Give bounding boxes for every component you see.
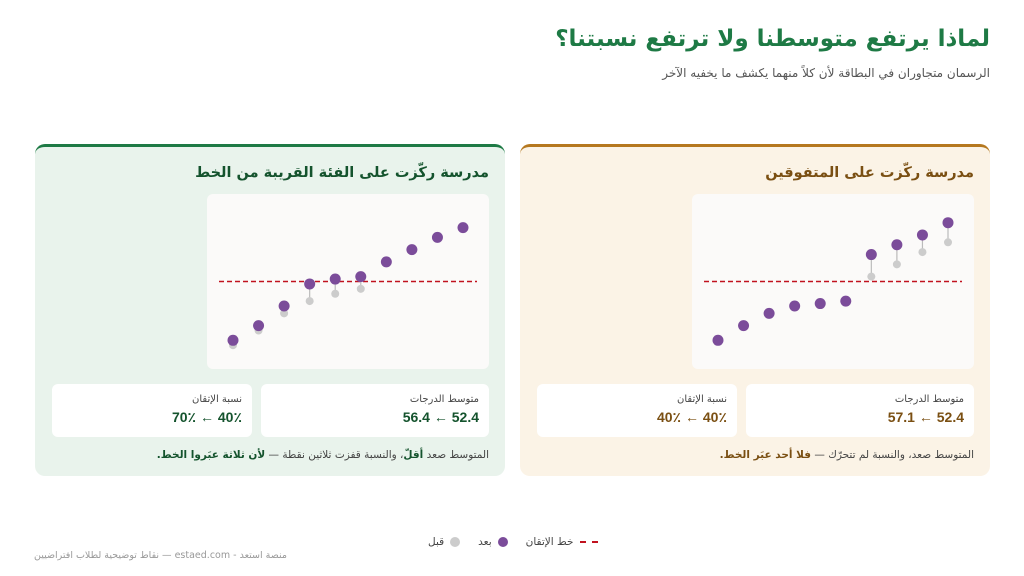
page-title: لماذا يرتفع متوسطنا ولا ترتفع نسبتنا؟	[555, 26, 990, 52]
after-point	[814, 298, 826, 310]
stat-mastery-value: 40٪ ← 70٪	[171, 409, 242, 425]
after-point	[253, 320, 265, 332]
stat-mastery: نسبة الإتقان 40٪ ← 40٪	[537, 384, 737, 437]
before-point	[356, 284, 365, 293]
after-point	[227, 334, 239, 346]
note-emphasis: أقلّ	[403, 449, 424, 461]
stat-mastery: نسبة الإتقان 40٪ ← 70٪	[52, 384, 252, 437]
after-point	[380, 256, 392, 268]
before-point	[331, 289, 340, 298]
after-point	[431, 231, 443, 243]
after-point	[278, 300, 290, 312]
after-point	[840, 295, 852, 307]
legend-item-after: بعد	[478, 536, 508, 548]
after-point	[406, 244, 418, 256]
dashed-line-icon	[579, 541, 598, 543]
before-dot-icon	[450, 537, 461, 547]
legend-label-after: بعد	[478, 536, 492, 548]
after-point	[355, 271, 367, 283]
after-dot-icon	[497, 537, 508, 547]
stat-mean: متوسط الدرجات 52.4 ← 56.4	[261, 384, 489, 437]
chart-svg	[219, 222, 477, 350]
after-point	[304, 278, 316, 290]
stat-mean-label: متوسط الدرجات	[409, 394, 479, 405]
after-point	[763, 307, 775, 319]
note-text: المتوسط صعد	[423, 449, 489, 461]
after-point	[916, 229, 928, 241]
footer-credit: منصة استعد - estaed.com — نقاط توضيحية ل…	[34, 550, 287, 561]
after-point	[891, 239, 903, 251]
note-emphasis-2: لأن ثلاثة عبَروا الخط.	[156, 449, 266, 461]
note-text-middle: ، والنسبة قفزت ثلاثين نقطة —	[265, 449, 404, 461]
scatter-chart-top-performers	[692, 194, 974, 369]
card-top-performers: مدرسة ركّزت على المتفوقين متوسط الدرجات …	[520, 144, 990, 476]
stat-mean: متوسط الدرجات 52.4 ← 57.1	[746, 384, 974, 437]
stat-mastery-label: نسبة الإتقان	[192, 394, 242, 405]
before-point	[944, 238, 952, 247]
after-point	[457, 222, 469, 234]
legend-item-before: قبل	[428, 536, 461, 548]
after-point	[738, 320, 750, 332]
legend-label-line: خط الإتقان	[525, 536, 574, 548]
stat-mastery-value: 40٪ ← 40٪	[656, 409, 727, 425]
note-text: المتوسط صعد، والنسبة لم تتحرّك —	[811, 449, 974, 461]
legend-label-before: قبل	[428, 536, 445, 548]
before-point	[892, 260, 901, 269]
stat-mean-value: 52.4 ← 56.4	[402, 409, 479, 425]
card-near-line: مدرسة ركّزت على الفئة القريبة من الخط مت…	[35, 144, 505, 476]
card-title: مدرسة ركّزت على الفئة القريبة من الخط	[195, 165, 489, 181]
after-point	[712, 334, 724, 346]
stat-mastery-label: نسبة الإتقان	[677, 394, 727, 405]
note-emphasis: فلا أحد عبَر الخط.	[719, 449, 812, 461]
after-point	[789, 300, 801, 312]
stat-mean-value: 52.4 ← 57.1	[887, 409, 964, 425]
legend-item-line: خط الإتقان	[526, 536, 598, 548]
card-note: المتوسط صعد، والنسبة لم تتحرّك — فلا أحد…	[720, 449, 974, 461]
card-note: المتوسط صعد أقلّ، والنسبة قفزت ثلاثين نق…	[157, 449, 489, 461]
legend: خط الإتقان بعد قبل	[428, 536, 598, 548]
before-point	[918, 248, 927, 257]
scatter-chart-near-line	[207, 194, 489, 369]
chart-svg	[704, 217, 962, 346]
stat-mean-label: متوسط الدرجات	[894, 394, 964, 405]
after-point	[942, 217, 954, 229]
before-point	[305, 297, 314, 306]
card-title: مدرسة ركّزت على المتفوقين	[765, 165, 974, 181]
page-subtitle: الرسمان متجاوران في البطاقة لأن كلاً منه…	[662, 66, 990, 80]
before-point	[867, 272, 876, 281]
before-point	[280, 309, 289, 318]
after-point	[329, 273, 341, 285]
after-point	[865, 249, 877, 261]
